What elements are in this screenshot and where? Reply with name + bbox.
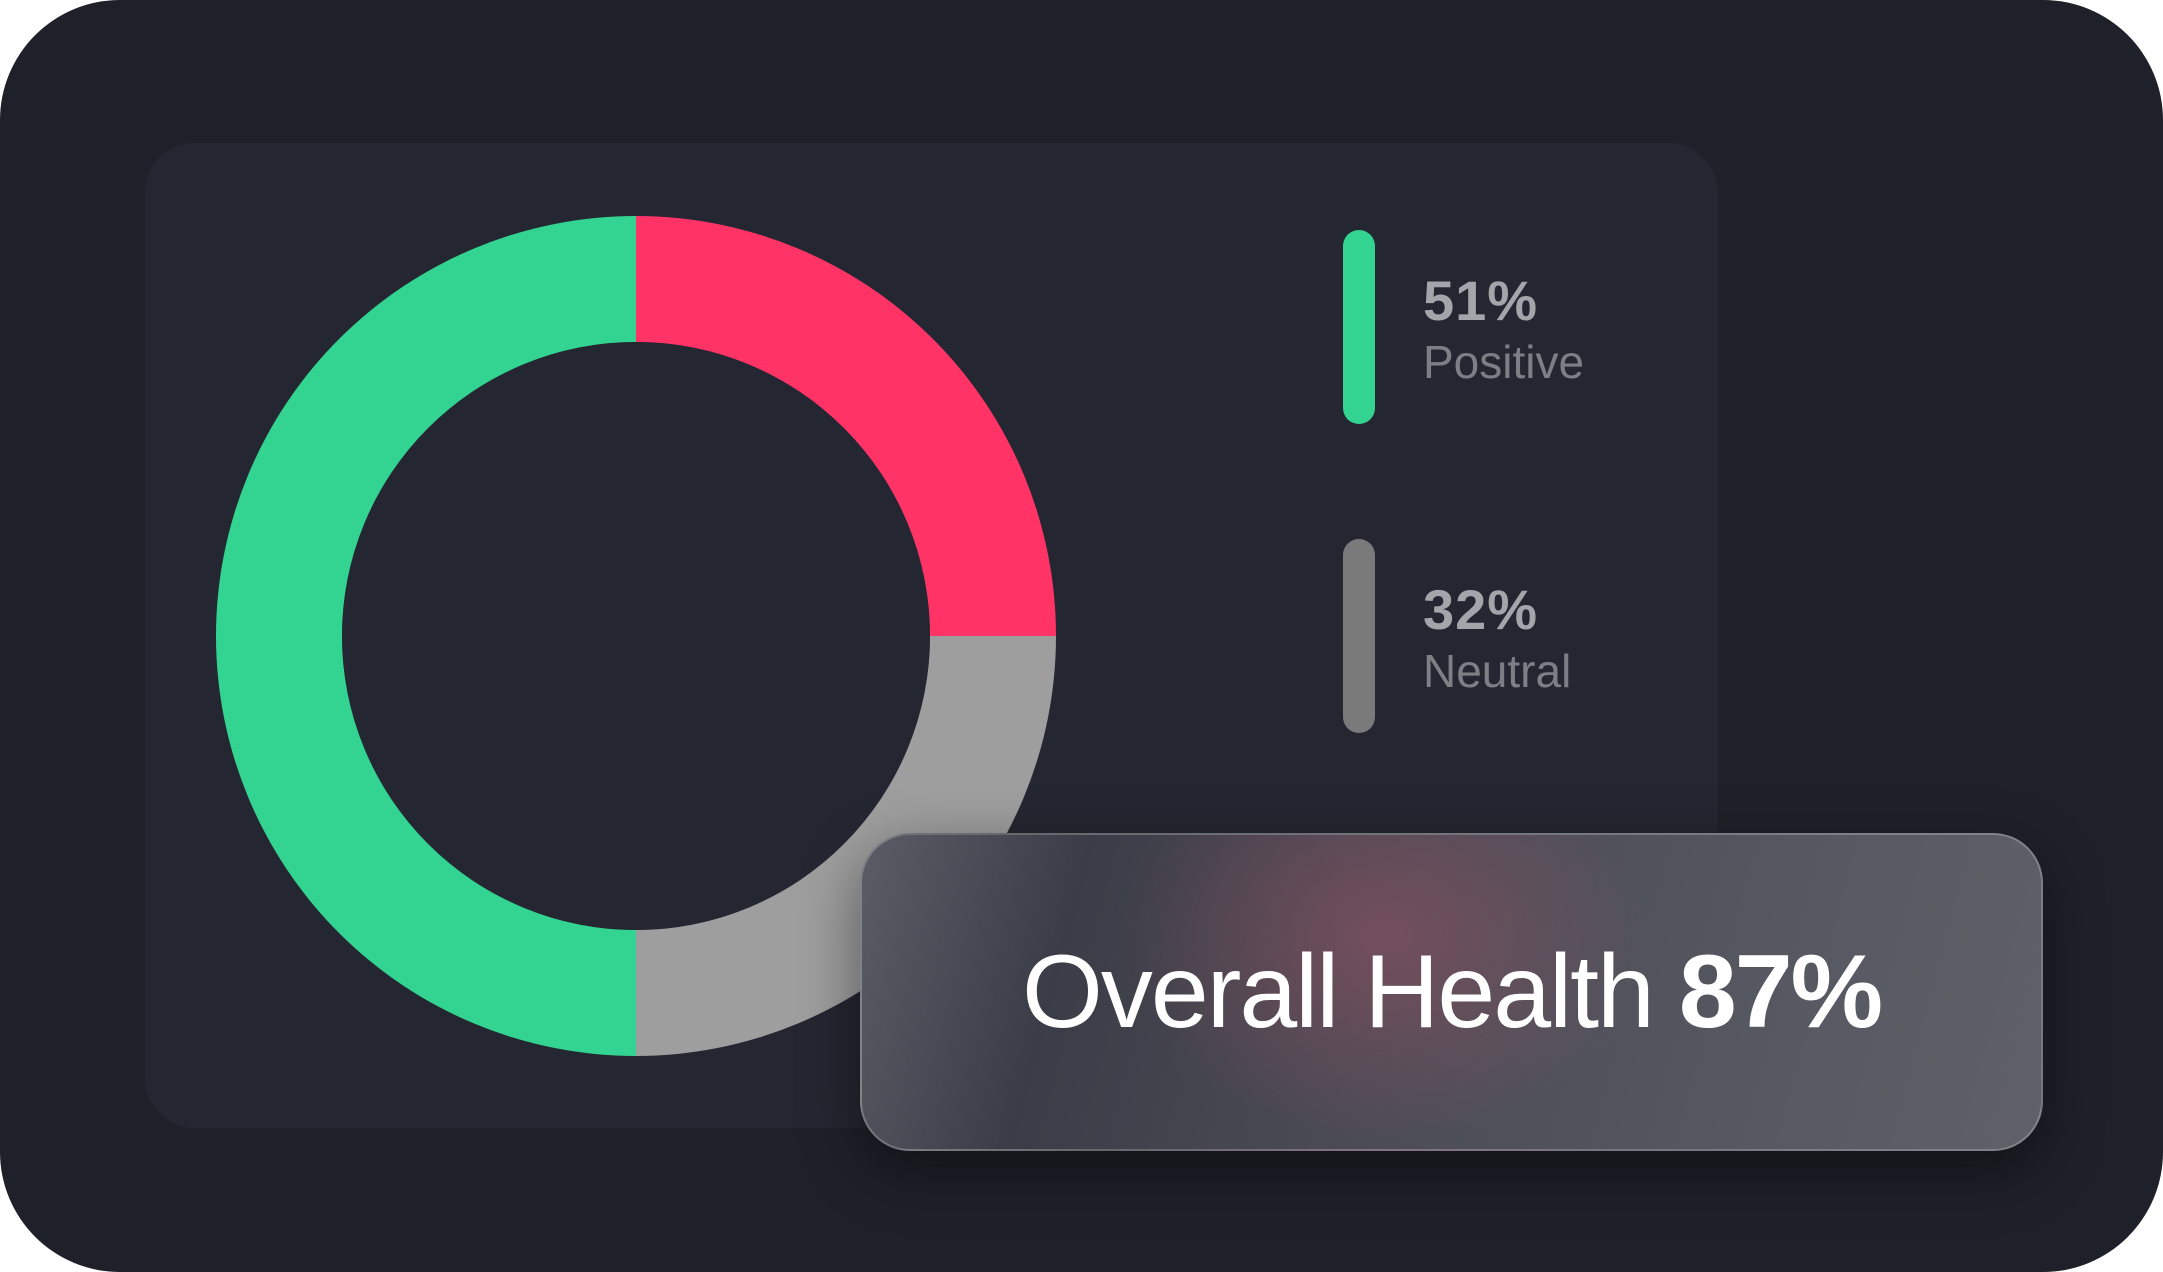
legend-label-positive: Positive <box>1423 336 1585 388</box>
overall-health-text: Overall Health 87% <box>862 835 2041 1149</box>
overall-health-panel: Overall Health 87% <box>860 833 2043 1151</box>
legend-bar-neutral <box>1343 539 1375 733</box>
donut-hole <box>342 342 930 930</box>
legend-percent-neutral: 32% <box>1423 578 1539 641</box>
donut-slice-negative <box>636 216 1056 636</box>
legend-label-neutral: Neutral <box>1423 645 1572 697</box>
legend-bar-positive <box>1343 230 1375 424</box>
overall-health-value: 87% <box>1678 933 1883 1050</box>
donut-slice-positive <box>216 216 636 1056</box>
overall-health-label: Overall Health <box>1021 933 1655 1050</box>
legend-percent-positive: 51% <box>1423 269 1539 332</box>
donut-slice-neutral <box>636 636 1056 1056</box>
